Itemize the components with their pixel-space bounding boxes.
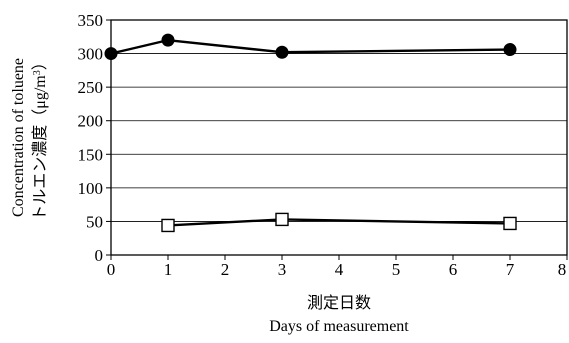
x-tick-label: 1 bbox=[164, 260, 173, 279]
series-1-point bbox=[503, 43, 517, 57]
series-2-point bbox=[275, 212, 289, 227]
series-2-point bbox=[503, 216, 517, 231]
y-tick-label: 300 bbox=[78, 45, 104, 64]
y-tick-label: 250 bbox=[78, 78, 104, 97]
x-axis-title-japanese: 測定日数 bbox=[307, 294, 371, 312]
x-axis-title-english: Days of measurement bbox=[269, 318, 409, 335]
x-tick-label: 8 bbox=[558, 260, 567, 279]
gridlines bbox=[111, 53, 567, 222]
series-2-point bbox=[161, 218, 175, 233]
x-tick-label: 0 bbox=[107, 260, 116, 279]
y-tick-label: 100 bbox=[78, 179, 104, 198]
y-tick-label: 50 bbox=[86, 212, 103, 231]
x-tick-label: 7 bbox=[506, 260, 515, 279]
y-axis-title-japanese-main: トルエン濃度（μg/m bbox=[31, 75, 49, 221]
y-tick-label: 200 bbox=[78, 112, 104, 131]
series-2-line bbox=[167, 218, 511, 227]
x-tick-label: 4 bbox=[335, 260, 344, 279]
y-axis-title-english: Concentration of toluene bbox=[10, 58, 27, 217]
y-tick-label: 150 bbox=[78, 145, 104, 164]
series-1-point bbox=[275, 45, 289, 59]
y-axis-title-closing: ） bbox=[31, 54, 49, 70]
series-layer bbox=[104, 33, 517, 233]
tick-layer: 0 50 100 150 200 250 300 350 0 1 2 3 4 5 6 7 8 bbox=[78, 11, 568, 279]
y-axis-title-japanese: トルエン濃度（μg/m3） bbox=[31, 54, 49, 221]
x-tick-label: 5 bbox=[392, 260, 401, 279]
y-tick-label: 350 bbox=[78, 11, 104, 30]
y-axis-title-superscript: 3 bbox=[32, 70, 43, 75]
x-tick-label: 3 bbox=[278, 260, 287, 279]
y-tick-label: 0 bbox=[95, 246, 104, 265]
x-tick-label: 2 bbox=[221, 260, 230, 279]
series-1-line bbox=[110, 38, 511, 55]
x-tick-label: 6 bbox=[449, 260, 458, 279]
series-1-point bbox=[161, 33, 175, 47]
